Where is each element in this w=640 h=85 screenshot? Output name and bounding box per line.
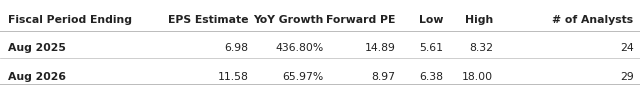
Text: 14.89: 14.89 — [365, 43, 396, 53]
Text: 6.98: 6.98 — [225, 43, 248, 53]
Text: # of Analysts: # of Analysts — [552, 15, 634, 25]
Text: 24: 24 — [620, 43, 634, 53]
Text: 11.58: 11.58 — [218, 72, 248, 82]
Text: YoY Growth: YoY Growth — [253, 15, 323, 25]
Text: Forward PE: Forward PE — [326, 15, 396, 25]
Text: 18.00: 18.00 — [461, 72, 493, 82]
Text: 5.61: 5.61 — [419, 43, 443, 53]
Text: EPS Estimate: EPS Estimate — [168, 15, 248, 25]
Text: 65.97%: 65.97% — [282, 72, 323, 82]
Text: 6.38: 6.38 — [419, 72, 443, 82]
Text: High: High — [465, 15, 493, 25]
Text: Fiscal Period Ending: Fiscal Period Ending — [8, 15, 132, 25]
Text: 8.97: 8.97 — [371, 72, 396, 82]
Text: Low: Low — [419, 15, 443, 25]
Text: Aug 2025: Aug 2025 — [8, 43, 65, 53]
Text: Aug 2026: Aug 2026 — [8, 72, 66, 82]
Text: 29: 29 — [620, 72, 634, 82]
Text: 436.80%: 436.80% — [275, 43, 323, 53]
Text: 8.32: 8.32 — [468, 43, 493, 53]
